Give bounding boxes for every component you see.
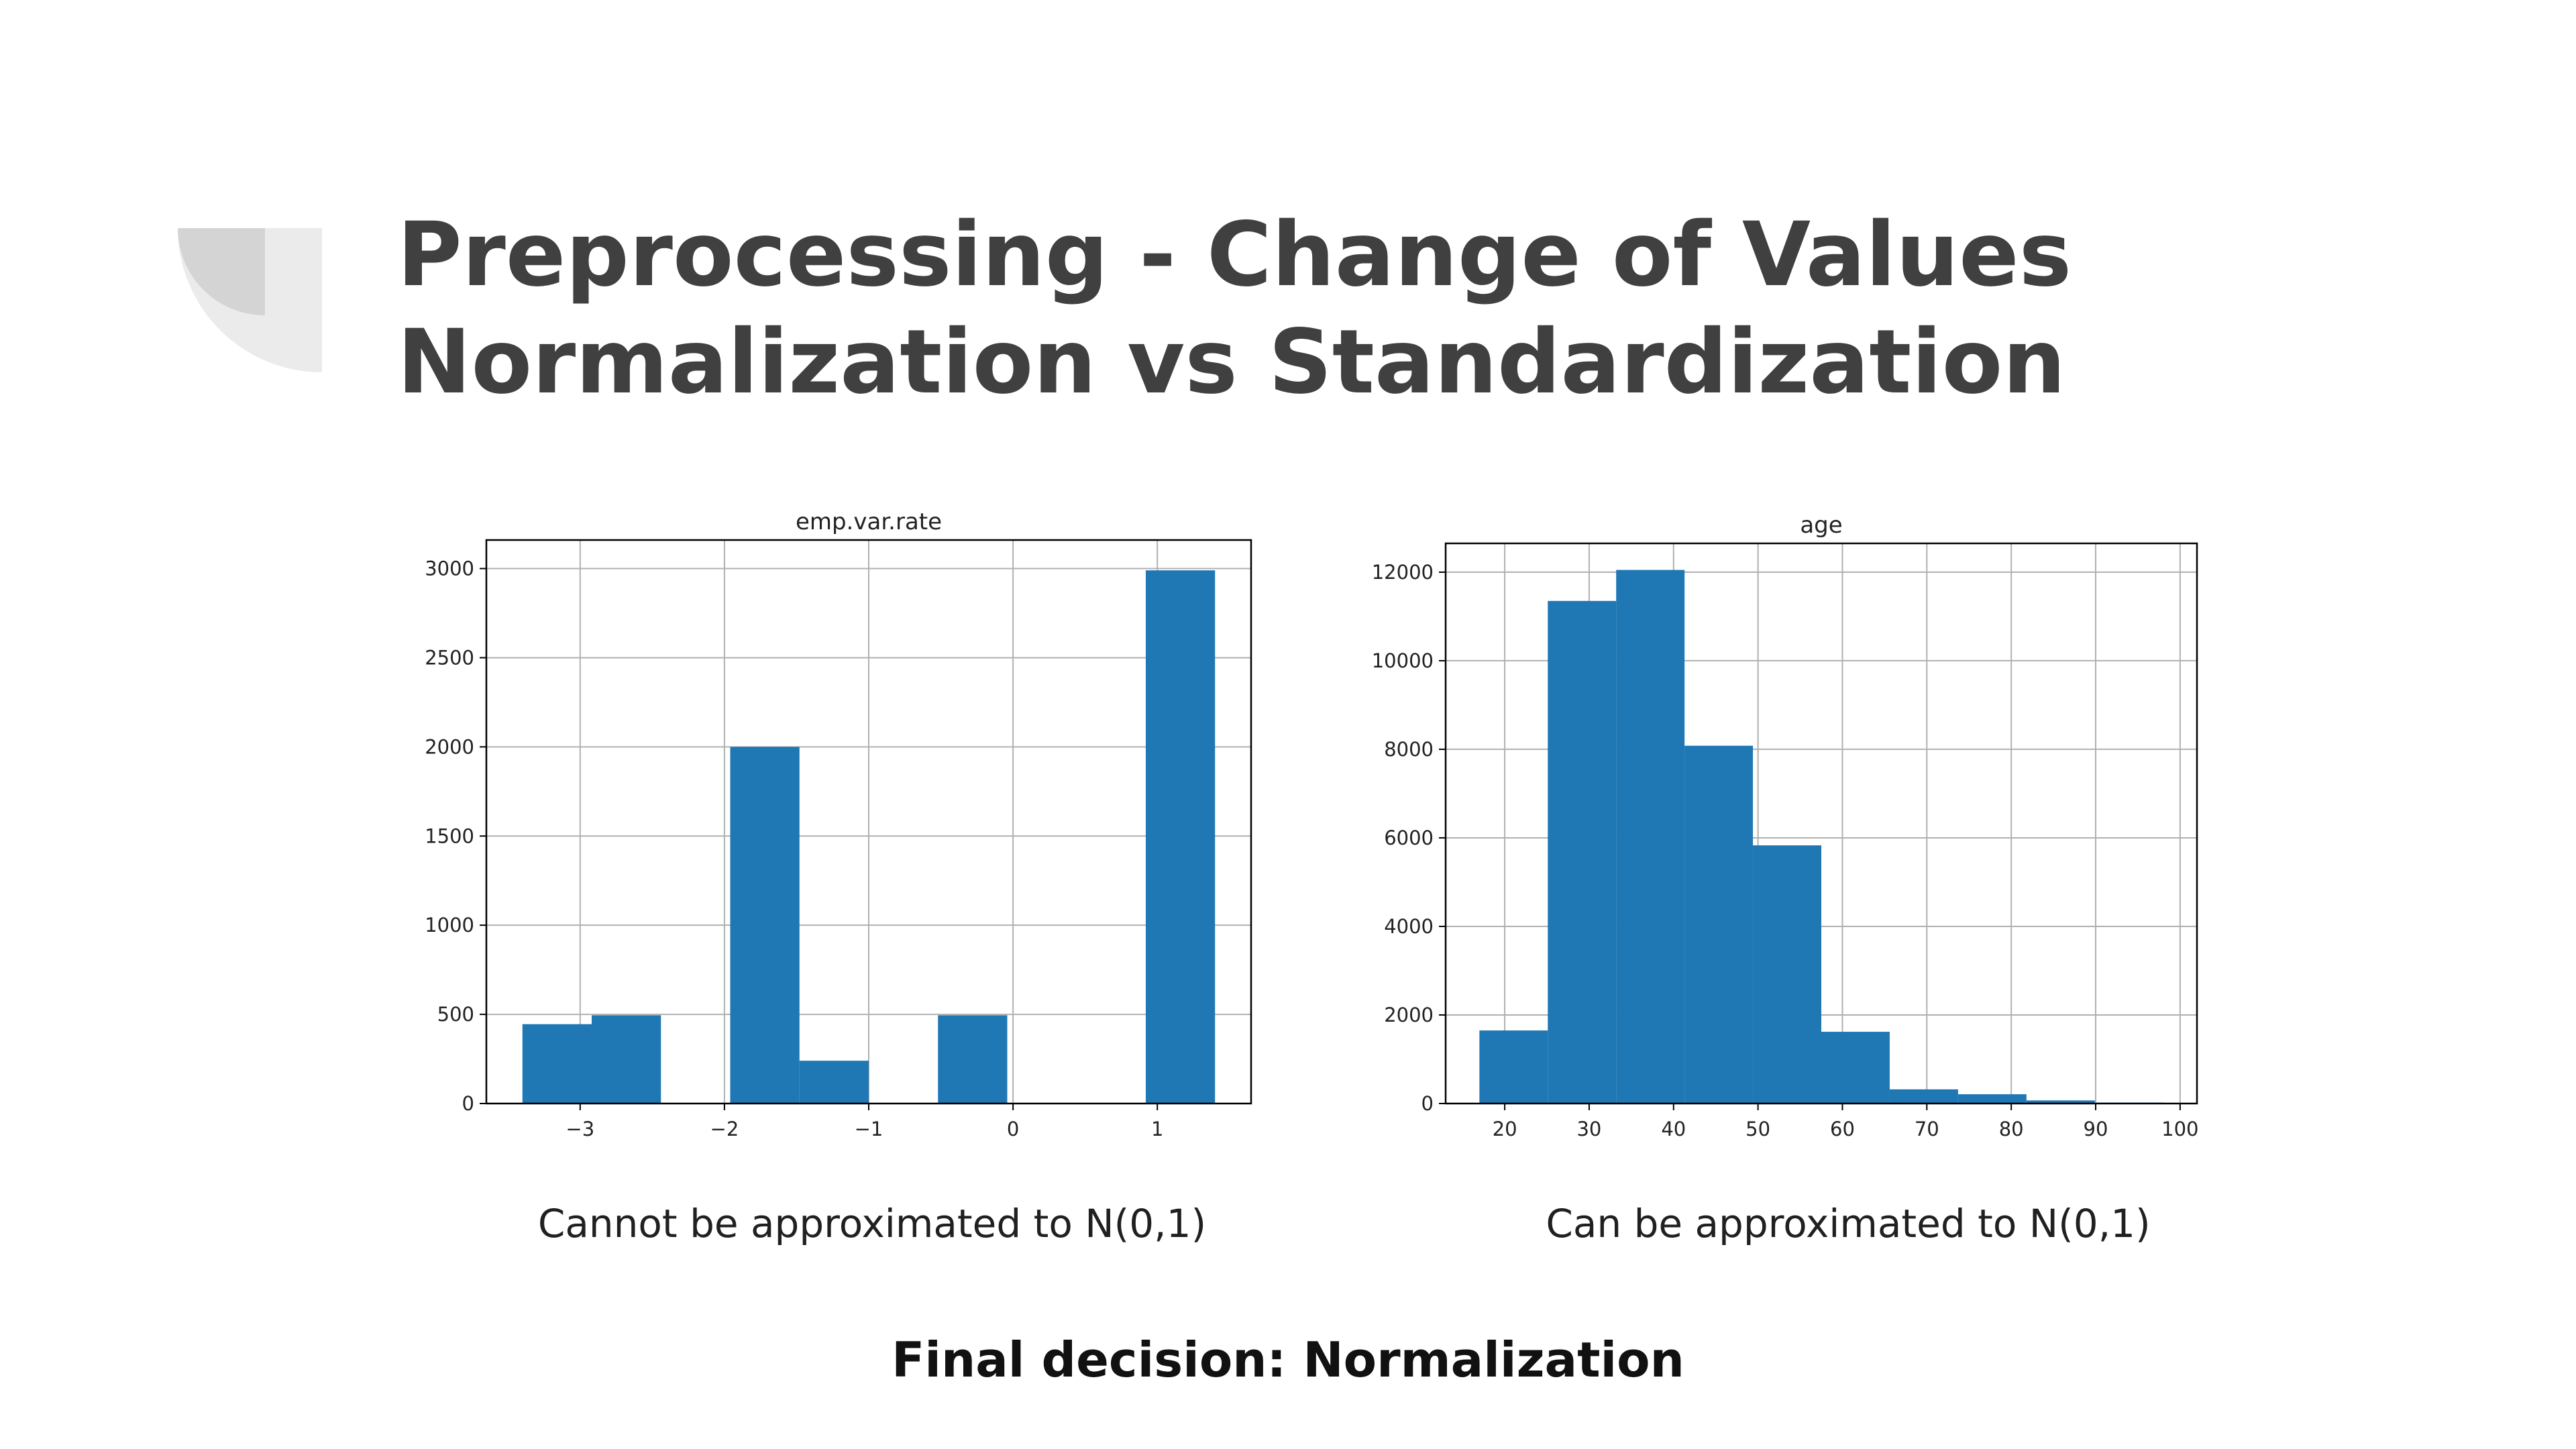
histogram-bar <box>1479 1030 1548 1104</box>
x-tick-label: −2 <box>710 1118 739 1140</box>
corner-decoration <box>178 228 322 372</box>
y-tick-label: 500 <box>437 1003 474 1026</box>
caption-right: Can be approximated to N(0,1) <box>1546 1201 2151 1246</box>
histogram-bar <box>938 1015 1008 1104</box>
slide-title-line-2: Normalization vs Standardization <box>397 311 2066 414</box>
y-tick-label: 2000 <box>425 735 474 758</box>
y-tick-label: 4000 <box>1384 915 1434 938</box>
x-tick-label: 1 <box>1151 1118 1163 1140</box>
slide-title-line-1: Preprocessing - Change of Values <box>397 203 2072 307</box>
x-tick-label: 90 <box>2084 1118 2108 1140</box>
histogram-bar <box>1548 600 1617 1104</box>
y-tick-label: 10000 <box>1372 649 1434 672</box>
histogram-bar <box>592 1015 661 1104</box>
histogram-emp-var-rate: emp.var.rate −3 −2 −1 0 1 0 500 1000 1500 2000 2500… <box>396 490 1268 1147</box>
histogram-bar <box>2026 1100 2095 1104</box>
x-tick-label: 80 <box>1999 1118 2024 1140</box>
decoration-inner-arc <box>178 228 265 315</box>
caption-left: Cannot be approximated to N(0,1) <box>537 1201 1207 1246</box>
histogram-bar <box>1145 570 1216 1104</box>
y-tick-label: 0 <box>462 1092 474 1115</box>
x-tick-label: −1 <box>855 1118 883 1140</box>
histogram-bar <box>799 1061 869 1104</box>
x-tick-label: 30 <box>1576 1118 1601 1140</box>
x-tick-label: 100 <box>2161 1118 2198 1140</box>
histogram-bar <box>1889 1089 1958 1104</box>
histogram-bar <box>730 747 800 1104</box>
histogram-age-svg: age 20 30 40 50 60 70 80 90 100 0 2000 4000 6000 8000 1… <box>1372 512 2199 1140</box>
x-tick-label: 40 <box>1661 1118 1686 1140</box>
histogram-bar <box>522 1024 592 1104</box>
histogram-bar <box>1821 1032 1890 1104</box>
y-tick-label: 3000 <box>425 557 474 580</box>
plot-frame <box>1444 542 2198 1105</box>
final-decision: Final decision: Normalization <box>892 1332 1684 1388</box>
slide-title: Preprocessing - Change of Values Normali… <box>397 201 2072 416</box>
y-tick-label: 6000 <box>1384 826 1434 849</box>
x-tick-label: 60 <box>1830 1118 1855 1140</box>
y-tick-label: 2500 <box>425 646 474 669</box>
chart-title: emp.var.rate <box>796 508 942 535</box>
y-tick-label: 1500 <box>425 824 474 847</box>
y-tick-label: 0 <box>1421 1092 1434 1115</box>
y-tick-label: 8000 <box>1384 738 1434 761</box>
histogram-bar <box>1616 570 1685 1104</box>
y-tick-label: 2000 <box>1384 1004 1434 1026</box>
y-tick-label: 12000 <box>1372 561 1434 584</box>
x-tick-label: −3 <box>566 1118 594 1140</box>
histogram-bar <box>1957 1094 2027 1104</box>
histogram-age: age 20 30 40 50 60 70 80 90 100 0 2000 4000 6000 8000 1… <box>1315 490 2214 1147</box>
x-tick-label: 0 <box>1007 1118 1019 1140</box>
chart-title: age <box>1800 512 1842 539</box>
x-tick-label: 70 <box>1915 1118 1939 1140</box>
histogram-bar <box>1684 745 1754 1104</box>
histogram-bar <box>1753 845 1821 1104</box>
x-tick-label: 50 <box>1746 1118 1770 1140</box>
x-tick-label: 20 <box>1493 1118 1517 1140</box>
histogram-emp-var-rate-svg: emp.var.rate −3 −2 −1 0 1 0 500 1000 1500 2000 2500… <box>425 508 1252 1140</box>
y-tick-label: 1000 <box>425 914 474 936</box>
